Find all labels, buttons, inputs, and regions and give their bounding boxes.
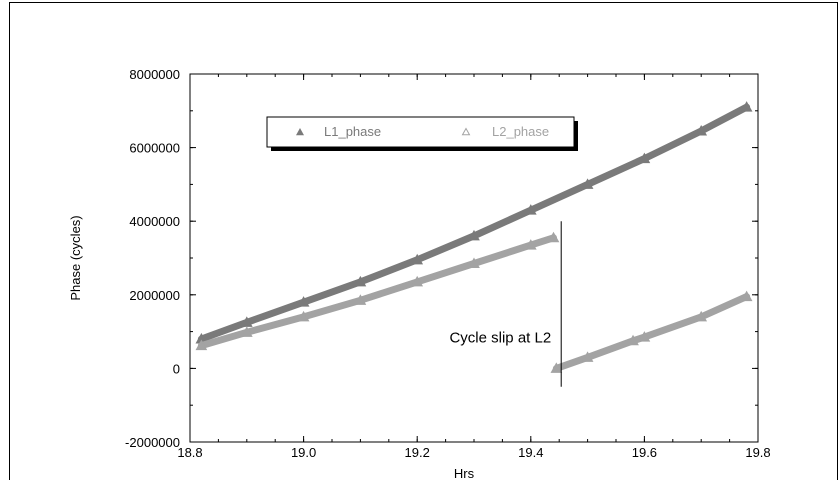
point-L2_phase-4 (411, 275, 424, 287)
legend-marker-l1 (296, 128, 304, 136)
y-tick-label-4: 6000000 (129, 141, 180, 156)
point-L1_phase-4 (411, 253, 424, 265)
point-L1_phase-8 (638, 152, 651, 164)
point-L2_phase-8 (550, 362, 563, 373)
chart-frame (9, 2, 838, 480)
point-L2_phase-3 (354, 294, 367, 305)
x-tick-label-0: 18.8 (177, 445, 202, 460)
point-L2_phase-0 (195, 339, 208, 351)
series-line-1 (197, 234, 751, 372)
point-L1_phase-5 (468, 229, 480, 241)
legend: L1_phase L2_phase (266, 116, 578, 151)
x-tick-label-2: 19.2 (405, 445, 430, 460)
x-tick-label-1: 19.0 (291, 445, 316, 460)
x-tick-label-4: 19.6 (632, 445, 657, 460)
legend-label-l1: L1_phase (324, 124, 381, 139)
point-L2_phase-12 (695, 310, 708, 322)
point-L1_phase-6 (524, 204, 537, 215)
point-L2_phase-5 (468, 257, 480, 269)
point-L2_phase-7 (547, 231, 560, 243)
series-L2_phase (195, 231, 753, 373)
point-L2_phase-10 (627, 334, 639, 346)
y-tick-label-0: -2000000 (125, 435, 180, 450)
y-axis-label: Phase (cycles) (68, 215, 83, 300)
legend-marker-l2 (461, 127, 471, 136)
point-L1_phase-3 (354, 275, 367, 287)
cycle-slip-annotation: Cycle slip at L2 (449, 330, 551, 347)
y-tick-label-3: 4000000 (129, 214, 180, 229)
point-L2_phase-13 (740, 290, 753, 302)
point-L1_phase-9 (695, 125, 708, 136)
point-L1_phase-2 (297, 296, 310, 307)
point-L2_phase-11 (638, 331, 651, 342)
legend-label-l2: L2_phase (492, 124, 549, 139)
series-group (195, 101, 753, 373)
axis-ticks (189, 73, 759, 443)
annotation-group: Cycle slip at L2 (449, 221, 562, 387)
legend-box (266, 116, 575, 148)
y-tick-label-1: 0 (173, 361, 180, 376)
x-tick-label-5: 19.8 (745, 445, 770, 460)
point-L2_phase-2 (297, 310, 310, 322)
y-tick-label-5: 8000000 (129, 67, 180, 82)
y-tick-label-2: 2000000 (129, 288, 180, 303)
x-axis-label: Hrs (454, 466, 475, 481)
x-tick-label-3: 19.4 (518, 445, 543, 460)
point-L1_phase-10 (740, 101, 753, 112)
point-L2_phase-1 (240, 326, 253, 337)
point-L2_phase-9 (581, 351, 594, 362)
y-tick-labels: -2000000 0 2000000 4000000 6000000 8000000 (125, 67, 180, 450)
x-tick-labels: 18.8 19.0 19.2 19.4 19.6 19.8 (177, 445, 770, 460)
point-L1_phase-7 (581, 178, 594, 189)
point-L2_phase-6 (524, 239, 537, 250)
